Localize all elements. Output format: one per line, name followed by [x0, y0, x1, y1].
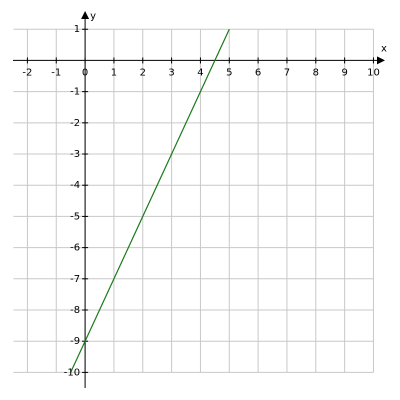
- y-tick-label: -4: [70, 180, 80, 191]
- x-tick-label: 3: [168, 67, 174, 78]
- x-tick-label: 0: [82, 67, 88, 78]
- x-axis-arrow: [377, 56, 385, 65]
- x-axis-label: x: [381, 43, 387, 54]
- x-tick-label: 5: [226, 67, 232, 78]
- x-tick-label: 2: [140, 67, 146, 78]
- x-tick-label: 4: [197, 67, 203, 78]
- x-tick-label: -2: [22, 67, 32, 78]
- y-tick-label: -1: [70, 87, 80, 98]
- axes: [13, 11, 385, 388]
- x-tick-label: 9: [341, 67, 347, 78]
- marks: [70, 28, 230, 373]
- y-tick-label: -2: [70, 118, 80, 129]
- y-tick-label: -8: [70, 305, 80, 316]
- y-tick-label: 1: [74, 24, 80, 35]
- x-tick-label: 8: [313, 67, 319, 78]
- y-tick-label: -6: [70, 243, 80, 254]
- x-tick-label: 7: [284, 67, 290, 78]
- x-tick-label: 10: [367, 67, 380, 78]
- x-tick-label: -1: [51, 67, 61, 78]
- y-axis-arrow: [81, 11, 90, 19]
- y-tick-label: -7: [70, 274, 80, 285]
- y-tick-label: -3: [70, 149, 80, 160]
- y-tick-label: -10: [64, 367, 80, 378]
- x-tick-label: 6: [255, 67, 261, 78]
- y-tick-label: -9: [70, 336, 80, 347]
- y-tick-label: -5: [70, 211, 80, 222]
- y-axis-label: y: [90, 11, 96, 22]
- data-line: [70, 28, 230, 373]
- x-tick-label: 1: [111, 67, 117, 78]
